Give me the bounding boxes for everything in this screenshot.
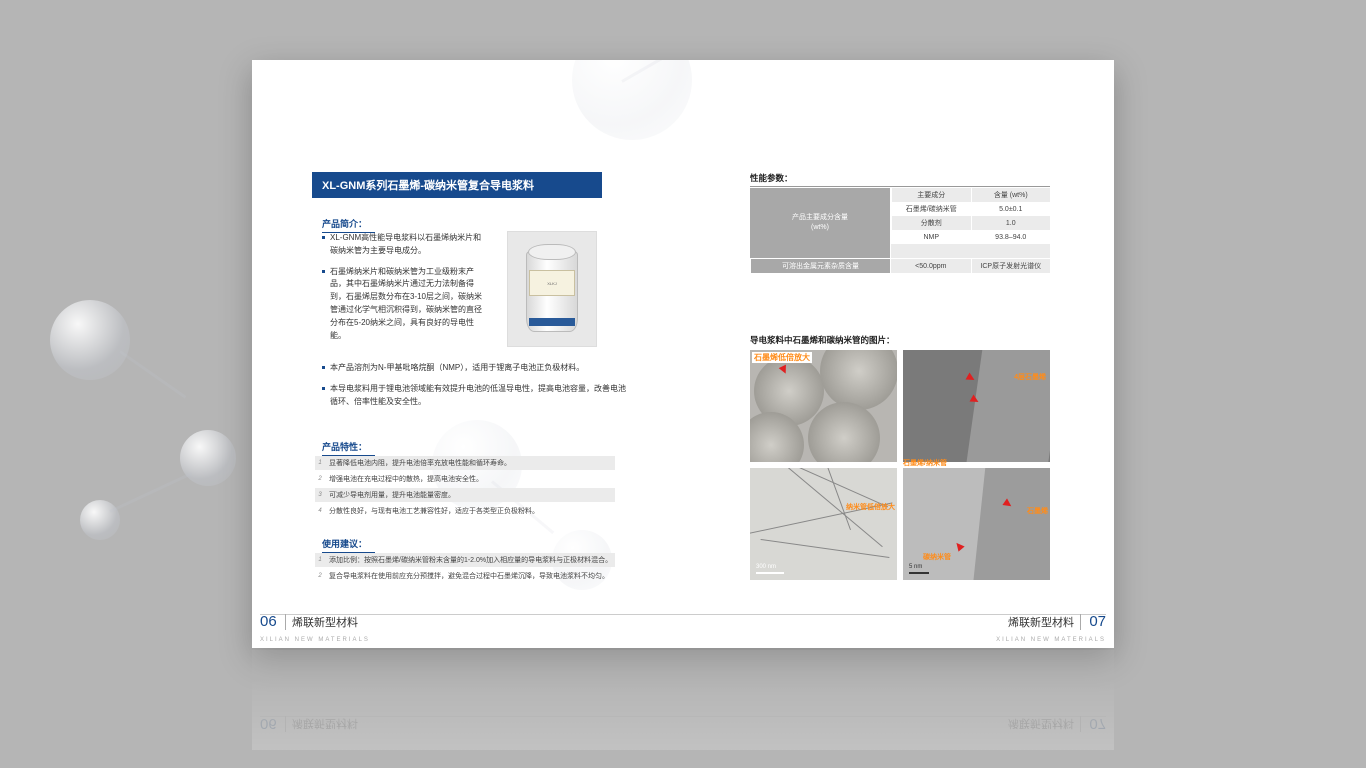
performance-heading: 性能参数： (750, 172, 1050, 187)
microscopy-image-4: 石墨烯 碳纳米管 5 nm (903, 468, 1050, 580)
page-number-left: 06 (260, 613, 277, 630)
annot-m4-top: 石墨烯/纳米管 (903, 458, 947, 468)
microscopy-image-3: 纳米管低倍放大 300 nm (750, 468, 897, 580)
intro-list-wide: 本产品溶剂为N-甲基吡咯烷酮（NMP），适用于锂离子电池正负极材料。 本导电浆料… (322, 362, 632, 416)
microscopy-image-1: 石墨烯低倍放大 (750, 350, 897, 462)
section-features-heading: 产品特性： (322, 440, 375, 456)
usage-list: 1添加比例：按照石墨烯/碳纳米管粉末含量的1-2.0%加入相应量的导电浆料与正极… (315, 553, 615, 585)
brochure-spread: XL-GNM系列石墨烯-碳纳米管复合导电浆料 产品简介： XL-GNM高性能导电… (252, 60, 1114, 648)
product-title: XL-GNM系列石墨烯-碳纳米管复合导电浆料 (312, 172, 602, 198)
microscopy-image-2: 4层石墨烯 (903, 350, 1050, 462)
brand-en-left: XILIAN NEW MATERIALS (260, 637, 370, 643)
brand-right: 烯联新型材料 (1008, 614, 1081, 630)
microscopy-heading: 导电浆料中石墨烯和碳纳米管的图片： (750, 334, 895, 346)
brand-left: 烯联新型材料 (285, 614, 358, 630)
intro-list: XL-GNM高性能导电浆料以石墨烯纳米片和碳纳米管为主要导电成分。 石墨烯纳米片… (322, 232, 482, 350)
intro-bullet: XL-GNM高性能导电浆料以石墨烯纳米片和碳纳米管为主要导电成分。 (322, 232, 482, 258)
section-usage-heading: 使用建议： (322, 537, 375, 553)
product-photo: XLKJ (507, 231, 597, 347)
perf-big-cell: 产品主要成分含量(wt%) (750, 188, 890, 258)
features-list: 1显著降低电池内阻，提升电池倍率充放电性能和循环寿命。 2增强电池在充电过程中的… (315, 456, 615, 520)
page-number-right: 07 (1089, 613, 1106, 630)
brand-en-right: XILIAN NEW MATERIALS (996, 637, 1106, 643)
intro-bullet: 石墨烯纳米片和碳纳米管为工业级粉末产品，其中石墨烯纳米片通过无力法制备得到，石墨… (322, 266, 482, 343)
intro-bullet: 本导电浆料用于锂电池领域能有效提升电池的低温导电性，提高电池容量，改善电池循环、… (322, 383, 632, 409)
section-intro-heading: 产品简介： (322, 217, 375, 233)
intro-bullet: 本产品溶剂为N-甲基吡咯烷酮（NMP），适用于锂离子电池正负极材料。 (322, 362, 632, 375)
